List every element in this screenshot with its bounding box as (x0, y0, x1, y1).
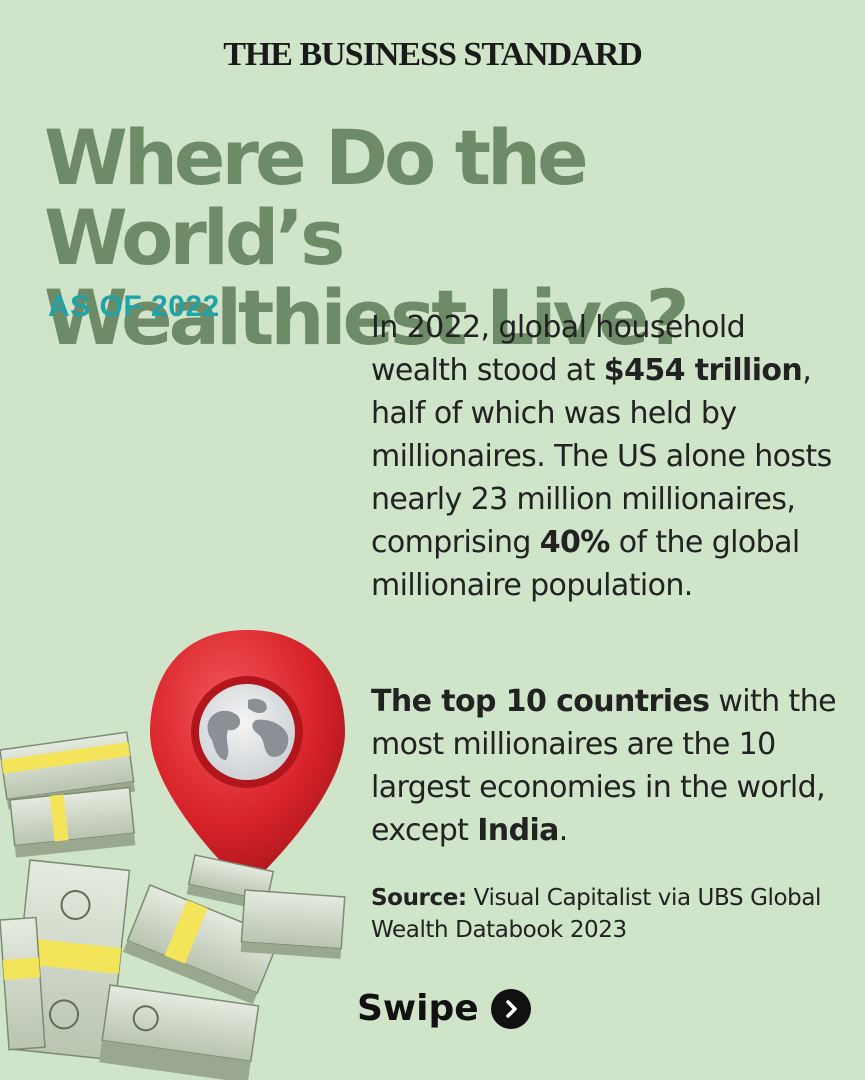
location-pin-icon (150, 630, 345, 888)
top10-highlight: The top 10 countries (371, 684, 710, 719)
wealth-figure: $454 trillion (603, 353, 803, 388)
page-title: Where Do the World’s Wealthiest Live? (44, 118, 854, 358)
title-line-2: Wealthiest Live? (44, 273, 690, 362)
swipe-button[interactable]: Swipe (357, 988, 531, 1029)
intro-paragraph: In 2022, global household wealth stood a… (371, 306, 841, 607)
source-text: Visual Capitalist via UBS Global Wealth … (371, 885, 822, 943)
india-highlight: India (477, 813, 559, 848)
title-line-1: Where Do the World’s (44, 113, 589, 282)
source-label: Source: (371, 885, 467, 911)
masthead-logo: THE BUSINESS STANDARD (223, 36, 643, 73)
text-span: with the most millionaires are the 10 la… (371, 684, 837, 848)
text-span: . (558, 813, 569, 848)
percent-figure: 40% (539, 525, 611, 560)
money-and-location-pin-illustration (0, 630, 346, 1080)
top10-paragraph: The top 10 countries with the most milli… (371, 680, 841, 852)
text-span: , half of which was held by millionaires… (371, 353, 832, 560)
subtitle: AS OF 2022 (48, 290, 220, 323)
source-note: Source: Visual Capitalist via UBS Global… (371, 882, 841, 946)
money-stacks (0, 731, 346, 1080)
chevron-right-icon[interactable] (490, 988, 531, 1029)
swipe-label: Swipe (357, 988, 479, 1029)
globe-icon (207, 698, 289, 760)
text-span: In 2022, global household wealth stood a… (371, 310, 746, 388)
text-span: of the global millionaire population. (371, 525, 800, 603)
